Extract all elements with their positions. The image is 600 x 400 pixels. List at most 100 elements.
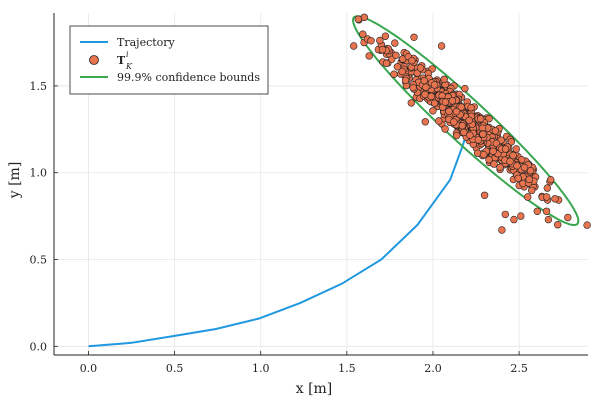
- sample-point: [437, 42, 446, 50]
- sample-point: [376, 36, 384, 45]
- sample-point: [480, 150, 488, 159]
- x-tick-label: 2.0: [424, 362, 442, 375]
- sample-point: [525, 175, 533, 184]
- legend-samples-swatch: [89, 55, 99, 65]
- sample-point: [391, 39, 399, 47]
- legend-trajectory-label: Trajectory: [117, 36, 176, 49]
- y-tick-label: 1.5: [30, 80, 48, 93]
- sample-point: [480, 191, 489, 200]
- sample-point: [440, 75, 448, 84]
- sample-point: [359, 30, 367, 38]
- sample-point: [421, 118, 429, 126]
- x-tick-label: 0.5: [166, 362, 184, 375]
- sample-point: [390, 70, 398, 78]
- sample-point: [430, 99, 439, 107]
- sample-point: [485, 114, 493, 123]
- sample-point: [542, 193, 551, 201]
- sample-point: [350, 42, 358, 50]
- sample-point: [450, 118, 458, 126]
- sample-point: [410, 33, 418, 41]
- sample-point: [466, 131, 474, 139]
- sample-point: [422, 83, 430, 91]
- sample-point: [461, 84, 469, 93]
- y-tick-label: 0.5: [30, 254, 48, 267]
- sample-point: [441, 98, 450, 106]
- sample-point: [517, 156, 526, 164]
- sample-point: [543, 184, 551, 192]
- legend-samples-superscript: i: [126, 50, 129, 59]
- sample-point: [420, 76, 428, 85]
- legend-box: [69, 25, 269, 95]
- sample-point: [491, 127, 500, 135]
- sample-point: [407, 99, 415, 107]
- sample-point: [553, 221, 562, 229]
- legend: Trajectory T i K 99.9% confidence bounds: [69, 25, 269, 95]
- confidence-ellipse: [351, 15, 580, 226]
- sample-point: [510, 215, 518, 224]
- sample-point: [501, 145, 510, 153]
- sample-point: [381, 32, 390, 40]
- sample-point: [526, 167, 535, 175]
- sample-point: [533, 207, 541, 216]
- sample-point: [409, 83, 417, 92]
- sample-point: [460, 128, 468, 137]
- sample-point: [479, 130, 487, 138]
- sample-point: [427, 92, 435, 101]
- sample-point: [435, 117, 443, 125]
- legend-samples-subscript: K: [125, 62, 133, 71]
- sample-point: [474, 136, 482, 144]
- sample-point: [354, 15, 362, 23]
- sample-point: [517, 212, 525, 220]
- sample-point: [546, 176, 555, 184]
- sample-point: [445, 107, 453, 116]
- sample-point: [393, 63, 402, 71]
- sample-point: [513, 162, 521, 170]
- sample-point: [401, 76, 410, 85]
- sample-point: [498, 226, 506, 234]
- sample-point: [507, 138, 516, 146]
- sample-point: [421, 90, 429, 99]
- legend-samples-label: T: [117, 54, 126, 67]
- sample-point: [441, 125, 449, 133]
- sample-point: [365, 52, 373, 60]
- sample-point: [448, 97, 457, 105]
- sample-point: [429, 107, 437, 115]
- sample-point: [544, 215, 553, 224]
- sample-point: [416, 64, 425, 72]
- sample-point: [501, 210, 509, 219]
- sample-point: [467, 103, 475, 112]
- sample-point: [367, 37, 375, 45]
- sample-point: [489, 147, 497, 155]
- sample-point: [476, 115, 485, 123]
- sample-point: [413, 69, 421, 77]
- sample-point: [583, 221, 591, 229]
- sample-point: [527, 186, 536, 195]
- samples-series: [350, 13, 591, 234]
- sample-point: [490, 160, 498, 168]
- axis-frame: [53, 13, 588, 356]
- sample-point: [392, 51, 400, 59]
- sample-point: [514, 174, 522, 183]
- sample-point: [509, 151, 517, 160]
- sample-point: [542, 207, 551, 216]
- confidence-bounds-series: [351, 15, 580, 226]
- sample-point: [496, 163, 504, 172]
- y-tick-label: 0.0: [30, 340, 48, 353]
- sample-point: [506, 157, 514, 166]
- sample-point: [382, 59, 391, 67]
- trajectory-line: [88, 120, 472, 348]
- sample-point: [398, 67, 406, 76]
- sample-point: [485, 156, 493, 164]
- trajectory-series: [88, 120, 472, 348]
- y-axis-title: y [m]: [7, 162, 23, 200]
- sample-point: [474, 149, 482, 157]
- sample-point: [551, 195, 559, 203]
- legend-bounds-label: 99.9% confidence bounds: [117, 71, 260, 84]
- sample-point: [452, 107, 461, 116]
- sample-point: [453, 131, 461, 140]
- sample-point: [520, 163, 529, 172]
- x-tick-label: 1.0: [252, 362, 270, 375]
- sample-point: [465, 116, 473, 125]
- x-tick-label: 1.5: [338, 362, 356, 375]
